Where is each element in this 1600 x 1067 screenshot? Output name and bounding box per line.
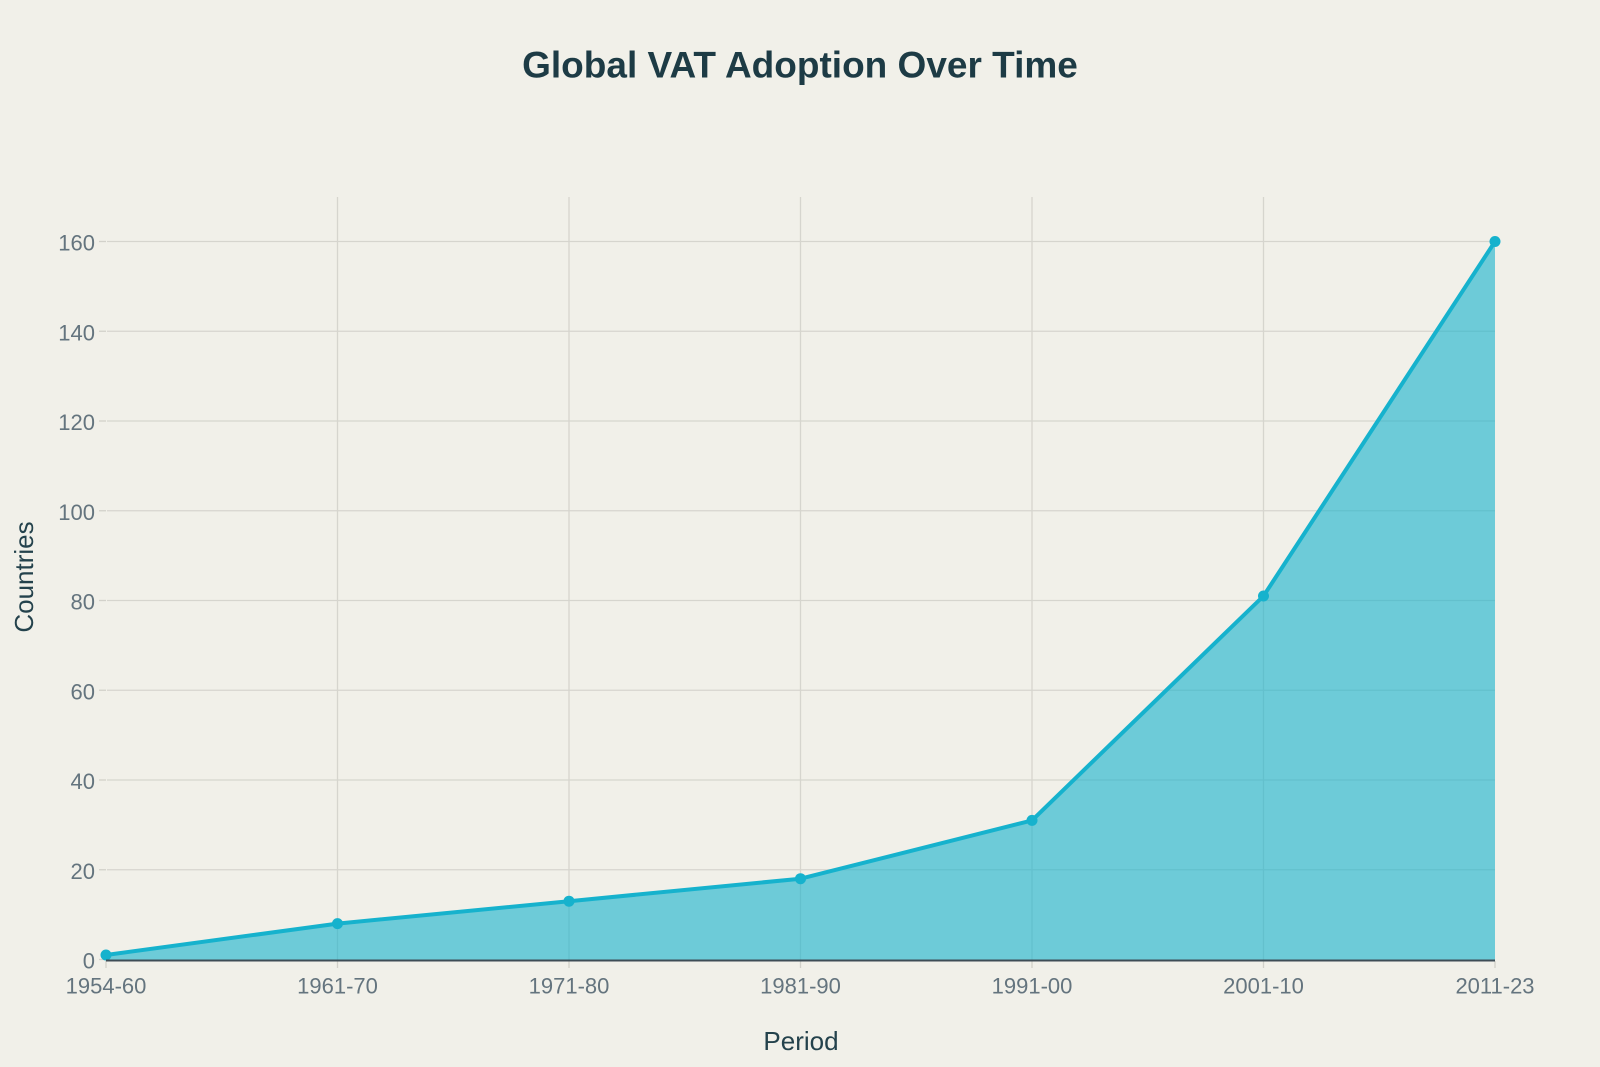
svg-text:40: 40 [71,769,95,794]
svg-text:20: 20 [71,859,95,884]
svg-text:1971-80: 1971-80 [529,974,610,999]
svg-text:Global VAT Adoption Over Time: Global VAT Adoption Over Time [522,45,1078,86]
svg-text:60: 60 [71,679,95,704]
svg-text:80: 80 [71,590,95,615]
svg-text:Countries: Countries [9,521,39,632]
svg-text:1991-00: 1991-00 [992,974,1073,999]
svg-text:0: 0 [83,949,95,974]
svg-text:160: 160 [58,231,95,256]
svg-text:100: 100 [58,500,95,525]
svg-text:120: 120 [58,410,95,435]
svg-text:Period: Period [763,1026,838,1056]
svg-text:1954-60: 1954-60 [66,974,147,999]
svg-text:140: 140 [58,320,95,345]
svg-text:2001-10: 2001-10 [1223,974,1304,999]
svg-text:1981-90: 1981-90 [760,974,841,999]
svg-text:1961-70: 1961-70 [297,974,378,999]
svg-text:2011-23: 2011-23 [1455,974,1534,999]
